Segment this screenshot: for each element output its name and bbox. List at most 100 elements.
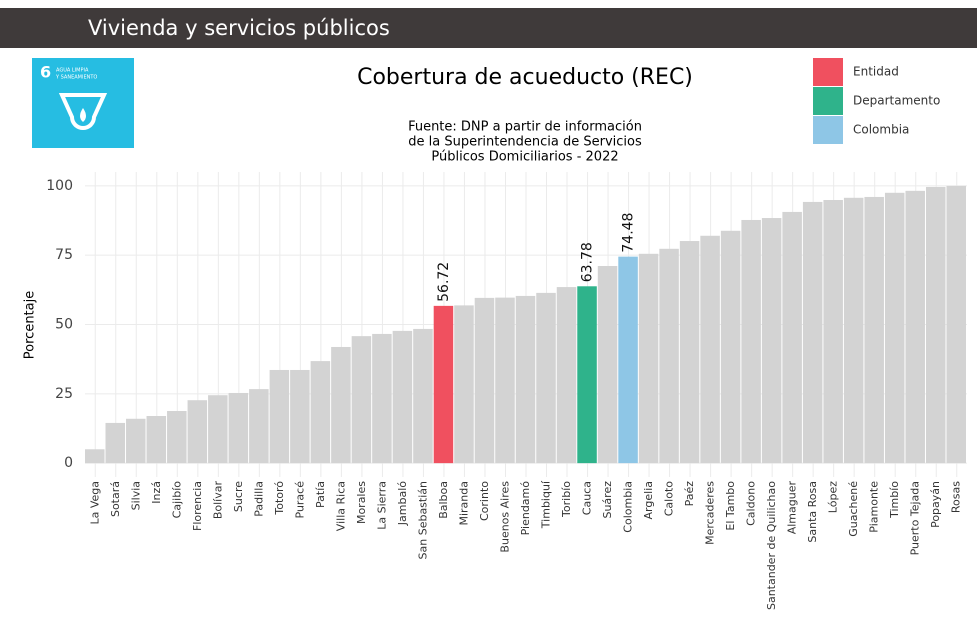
chart-title: Cobertura de acueducto (REC) xyxy=(357,65,693,90)
bar xyxy=(823,200,843,464)
bar xyxy=(720,230,741,464)
bar xyxy=(597,265,618,464)
x-tick-label: La Vega xyxy=(88,481,101,525)
x-tick-label: Colombia xyxy=(622,481,635,533)
x-tick-label: Totoró xyxy=(273,481,286,516)
bar xyxy=(577,286,597,464)
bar xyxy=(761,218,782,464)
bar xyxy=(679,241,700,464)
x-tick-label: Corinto xyxy=(478,481,491,521)
x-tick-label: Piendamó xyxy=(519,481,532,536)
x-tick-label: Puracé xyxy=(293,481,306,519)
bar xyxy=(638,253,659,464)
x-tick-label: Cauca xyxy=(581,481,594,515)
x-tick-label: Florencia xyxy=(191,481,204,531)
y-tick-label: 75 xyxy=(55,247,73,263)
legend-swatch xyxy=(813,87,843,115)
bar xyxy=(843,197,864,464)
x-tick-label: Toribío xyxy=(560,481,573,518)
bar xyxy=(85,449,105,464)
sdg-text: Y SANEAMIENTO xyxy=(55,75,97,81)
y-tick-label: 100 xyxy=(46,178,73,194)
bar xyxy=(946,185,966,464)
x-tick-label: Caloto xyxy=(663,481,676,517)
bar xyxy=(495,297,515,464)
x-tick-label: Buenos Aires xyxy=(498,481,511,553)
chart-subtitle: de la Superintendencia de Servicios xyxy=(408,135,642,150)
x-tick-label: Caldono xyxy=(745,481,758,526)
x-tick-label: Paéz xyxy=(683,481,696,507)
value-label: 63.78 xyxy=(580,242,596,282)
bar xyxy=(925,186,946,464)
bar xyxy=(454,305,474,464)
x-tick-label: Timbiquí xyxy=(540,480,553,529)
sdg-glyph xyxy=(58,93,108,130)
y-tick-label: 0 xyxy=(64,455,73,471)
x-tick-label: Balboa xyxy=(437,481,450,519)
bar xyxy=(187,400,208,464)
x-tick-label: Popayán xyxy=(929,481,942,528)
chart-subtitle: Públicos Domiciliarios - 2022 xyxy=(431,150,618,165)
y-axis-label: Porcentaje xyxy=(23,291,38,359)
value-label: 56.72 xyxy=(436,262,452,302)
x-tick-label: Morales xyxy=(355,481,368,524)
x-tick-label: Mercaderes xyxy=(704,481,717,545)
bar xyxy=(208,395,228,464)
bar xyxy=(884,192,905,464)
bar xyxy=(310,361,331,464)
bar xyxy=(146,416,167,464)
bar xyxy=(474,297,495,464)
x-tick-label: Argelia xyxy=(642,481,655,519)
x-tick-label: El Tambo xyxy=(724,481,737,531)
bar xyxy=(351,336,372,464)
header-title: Vivienda y servicios públicos xyxy=(88,16,390,40)
x-tick-label: Suárez xyxy=(601,481,614,519)
x-tick-label: López xyxy=(827,481,840,513)
bar xyxy=(515,295,536,464)
x-tick-label: Rosas xyxy=(950,481,963,513)
bar xyxy=(536,292,556,464)
bar xyxy=(556,287,577,464)
x-tick-label: La Sierra xyxy=(375,481,388,530)
bar xyxy=(126,418,146,464)
legend-swatch xyxy=(813,116,843,144)
bar xyxy=(782,211,802,464)
bar xyxy=(618,256,638,464)
x-tick-label: Sotará xyxy=(109,481,122,517)
x-tick-label: Miranda xyxy=(457,481,470,526)
x-tick-label: Padilla xyxy=(252,481,265,517)
y-tick-label: 50 xyxy=(55,317,73,333)
y-tick-label: 25 xyxy=(55,386,73,402)
bar xyxy=(802,201,823,464)
legend-label: Departamento xyxy=(853,94,940,108)
bar xyxy=(741,219,761,464)
x-tick-label: Inzá xyxy=(150,481,163,504)
bar xyxy=(659,248,679,464)
value-label: 74.48 xyxy=(621,213,637,253)
bar xyxy=(331,346,351,464)
x-tick-label: Villa Rica xyxy=(334,481,347,531)
legend-swatch xyxy=(813,58,843,86)
x-tick-label: San Sebastián xyxy=(416,481,429,560)
x-tick-label: Timbío xyxy=(888,481,901,519)
bar xyxy=(249,389,269,464)
x-tick-label: Sucre xyxy=(232,481,245,512)
x-tick-label: Cajibío xyxy=(170,481,183,519)
x-tick-label: Jambaló xyxy=(396,481,409,526)
legend-label: Colombia xyxy=(853,123,909,137)
bar xyxy=(167,411,187,464)
x-tick-label: Puerto Tejada xyxy=(909,481,922,555)
x-tick-label: Guachené xyxy=(847,481,860,537)
bar xyxy=(290,369,310,464)
x-tick-label: Patía xyxy=(314,481,327,508)
bar xyxy=(228,392,249,464)
x-tick-label: Santa Rosa xyxy=(806,481,819,543)
bar xyxy=(433,305,454,464)
sdg-icon xyxy=(32,58,134,148)
bar xyxy=(413,328,433,464)
x-tick-label: Santander de Quilichao xyxy=(765,481,778,610)
x-tick-label: Silvia xyxy=(129,481,142,510)
bar xyxy=(700,235,720,464)
x-tick-label: Almaguer xyxy=(786,481,799,535)
